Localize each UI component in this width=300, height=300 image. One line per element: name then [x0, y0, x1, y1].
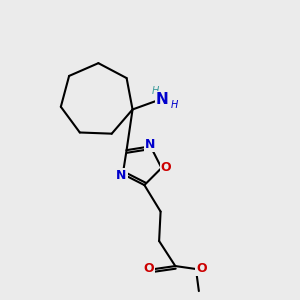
Text: O: O [160, 161, 171, 174]
Text: H: H [152, 86, 159, 96]
Text: N: N [116, 169, 127, 182]
Text: N: N [145, 137, 156, 151]
Text: N: N [156, 92, 168, 107]
Text: O: O [143, 262, 154, 275]
Text: O: O [196, 262, 206, 275]
Text: H: H [171, 100, 178, 110]
